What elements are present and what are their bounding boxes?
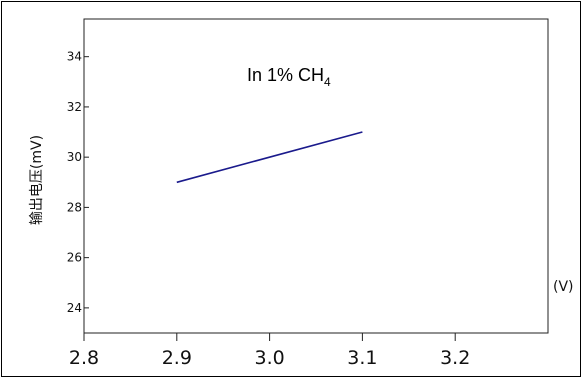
y-tick-label-3: 30 <box>67 150 82 164</box>
annotation-subscript: 4 <box>324 75 331 89</box>
y-tick-label-5: 34 <box>67 50 82 64</box>
plot-area <box>83 18 549 334</box>
annotation-main: In 1% CH <box>247 65 324 85</box>
x-axis-ticks: 2.8 2.9 3.0 3.1 3.2 <box>69 333 470 369</box>
x-tick-label-1: 2.9 <box>162 347 192 369</box>
y-axis-ticks: 24 26 28 30 32 34 <box>67 50 89 315</box>
x-tick-label-2: 3.0 <box>254 347 284 369</box>
series-group <box>176 131 363 184</box>
y-axis-label: 输出电压(mV) <box>29 135 45 225</box>
y-tick-label-1: 26 <box>67 251 82 265</box>
y-tick-label-0: 24 <box>67 301 82 315</box>
y-tick-label-4: 32 <box>67 100 82 114</box>
x-tick-label-4: 3.2 <box>440 347 470 369</box>
y-tick-label-2: 28 <box>67 200 82 214</box>
series-line-0 <box>176 131 363 184</box>
x-tick-label-3: 3.1 <box>347 347 377 369</box>
x-tick-label-0: 2.8 <box>69 347 99 369</box>
x-unit-label: (V) <box>553 279 574 295</box>
chart-annotation: In 1% CH4 <box>247 65 331 89</box>
